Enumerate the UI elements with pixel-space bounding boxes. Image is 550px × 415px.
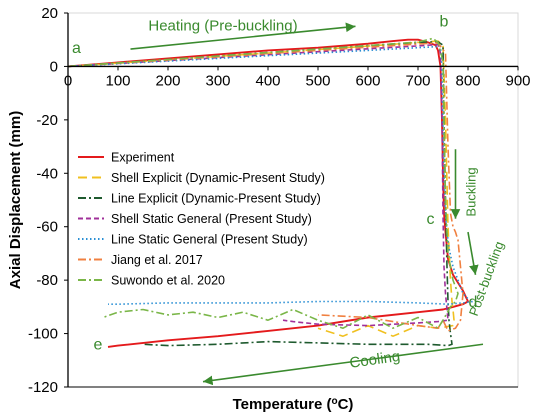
x-tick-label: 600 [355,72,380,89]
legend-label: Shell Static General (Present Study) [111,212,312,226]
y-tick-label: 20 [41,5,58,22]
annotation-arrow [467,231,479,275]
x-tick-label: 200 [155,72,180,89]
y-tick-label: -80 [36,272,58,289]
annotation-label: Cooling [349,348,402,372]
series-line-5 [67,45,474,306]
y-tick-label: -20 [36,112,58,129]
series-line-1 [67,38,469,348]
y-tick-label: 0 [50,58,58,75]
axes: 0 100 200 300 400 500 600 700 800 900200-20-40-60… [28,5,531,396]
series-line-7 [67,37,459,330]
x-tick-label: 500 [305,72,330,89]
x-tick-label: 700 [405,72,430,89]
legend-label: Jiang et al. 2017 [111,253,203,267]
annotation-arrow [202,343,484,386]
x-tick-label: 300 [205,72,230,89]
legend-label: Shell Explicit (Dynamic-Present Study) [111,171,325,185]
legend-label: Line Explicit (Dynamic-Present Study) [111,192,321,206]
x-tick-label: 800 [455,72,480,89]
x-tick-label: 100 [105,72,130,89]
legend-label: Experiment [111,151,175,165]
x-tick-label: 900 [505,72,530,89]
annotation-label: a [72,40,81,57]
x-tick-label: 400 [255,72,280,89]
annotation-arrow [130,22,356,50]
annotation-label: b [440,13,449,30]
x-axis-title: Temperature (oC) [233,396,354,414]
annotation-label: d [469,294,478,311]
y-tick-label: -40 [36,165,58,182]
y-tick-label: -100 [28,326,58,343]
annotation-label: c [427,211,435,228]
legend: Experiment Shell Explicit (Dynamic-Presen… [78,151,325,288]
y-tick-label: -60 [36,219,58,236]
legend-label: Suwondo et al. 2020 [111,274,225,288]
y-axis-title: Axial Displacement (mm) [7,111,24,289]
annotation-label: Heating (Pre-buckling) [148,17,297,34]
series-layer [67,37,474,348]
x-tick-label: 0 [64,72,72,89]
series-line-3 [67,41,453,347]
annotation-label: e [94,337,103,354]
y-tick-label: -120 [28,379,58,396]
annotation-label: Buckling [464,167,479,216]
legend-label: Line Static General (Present Study) [111,233,308,247]
